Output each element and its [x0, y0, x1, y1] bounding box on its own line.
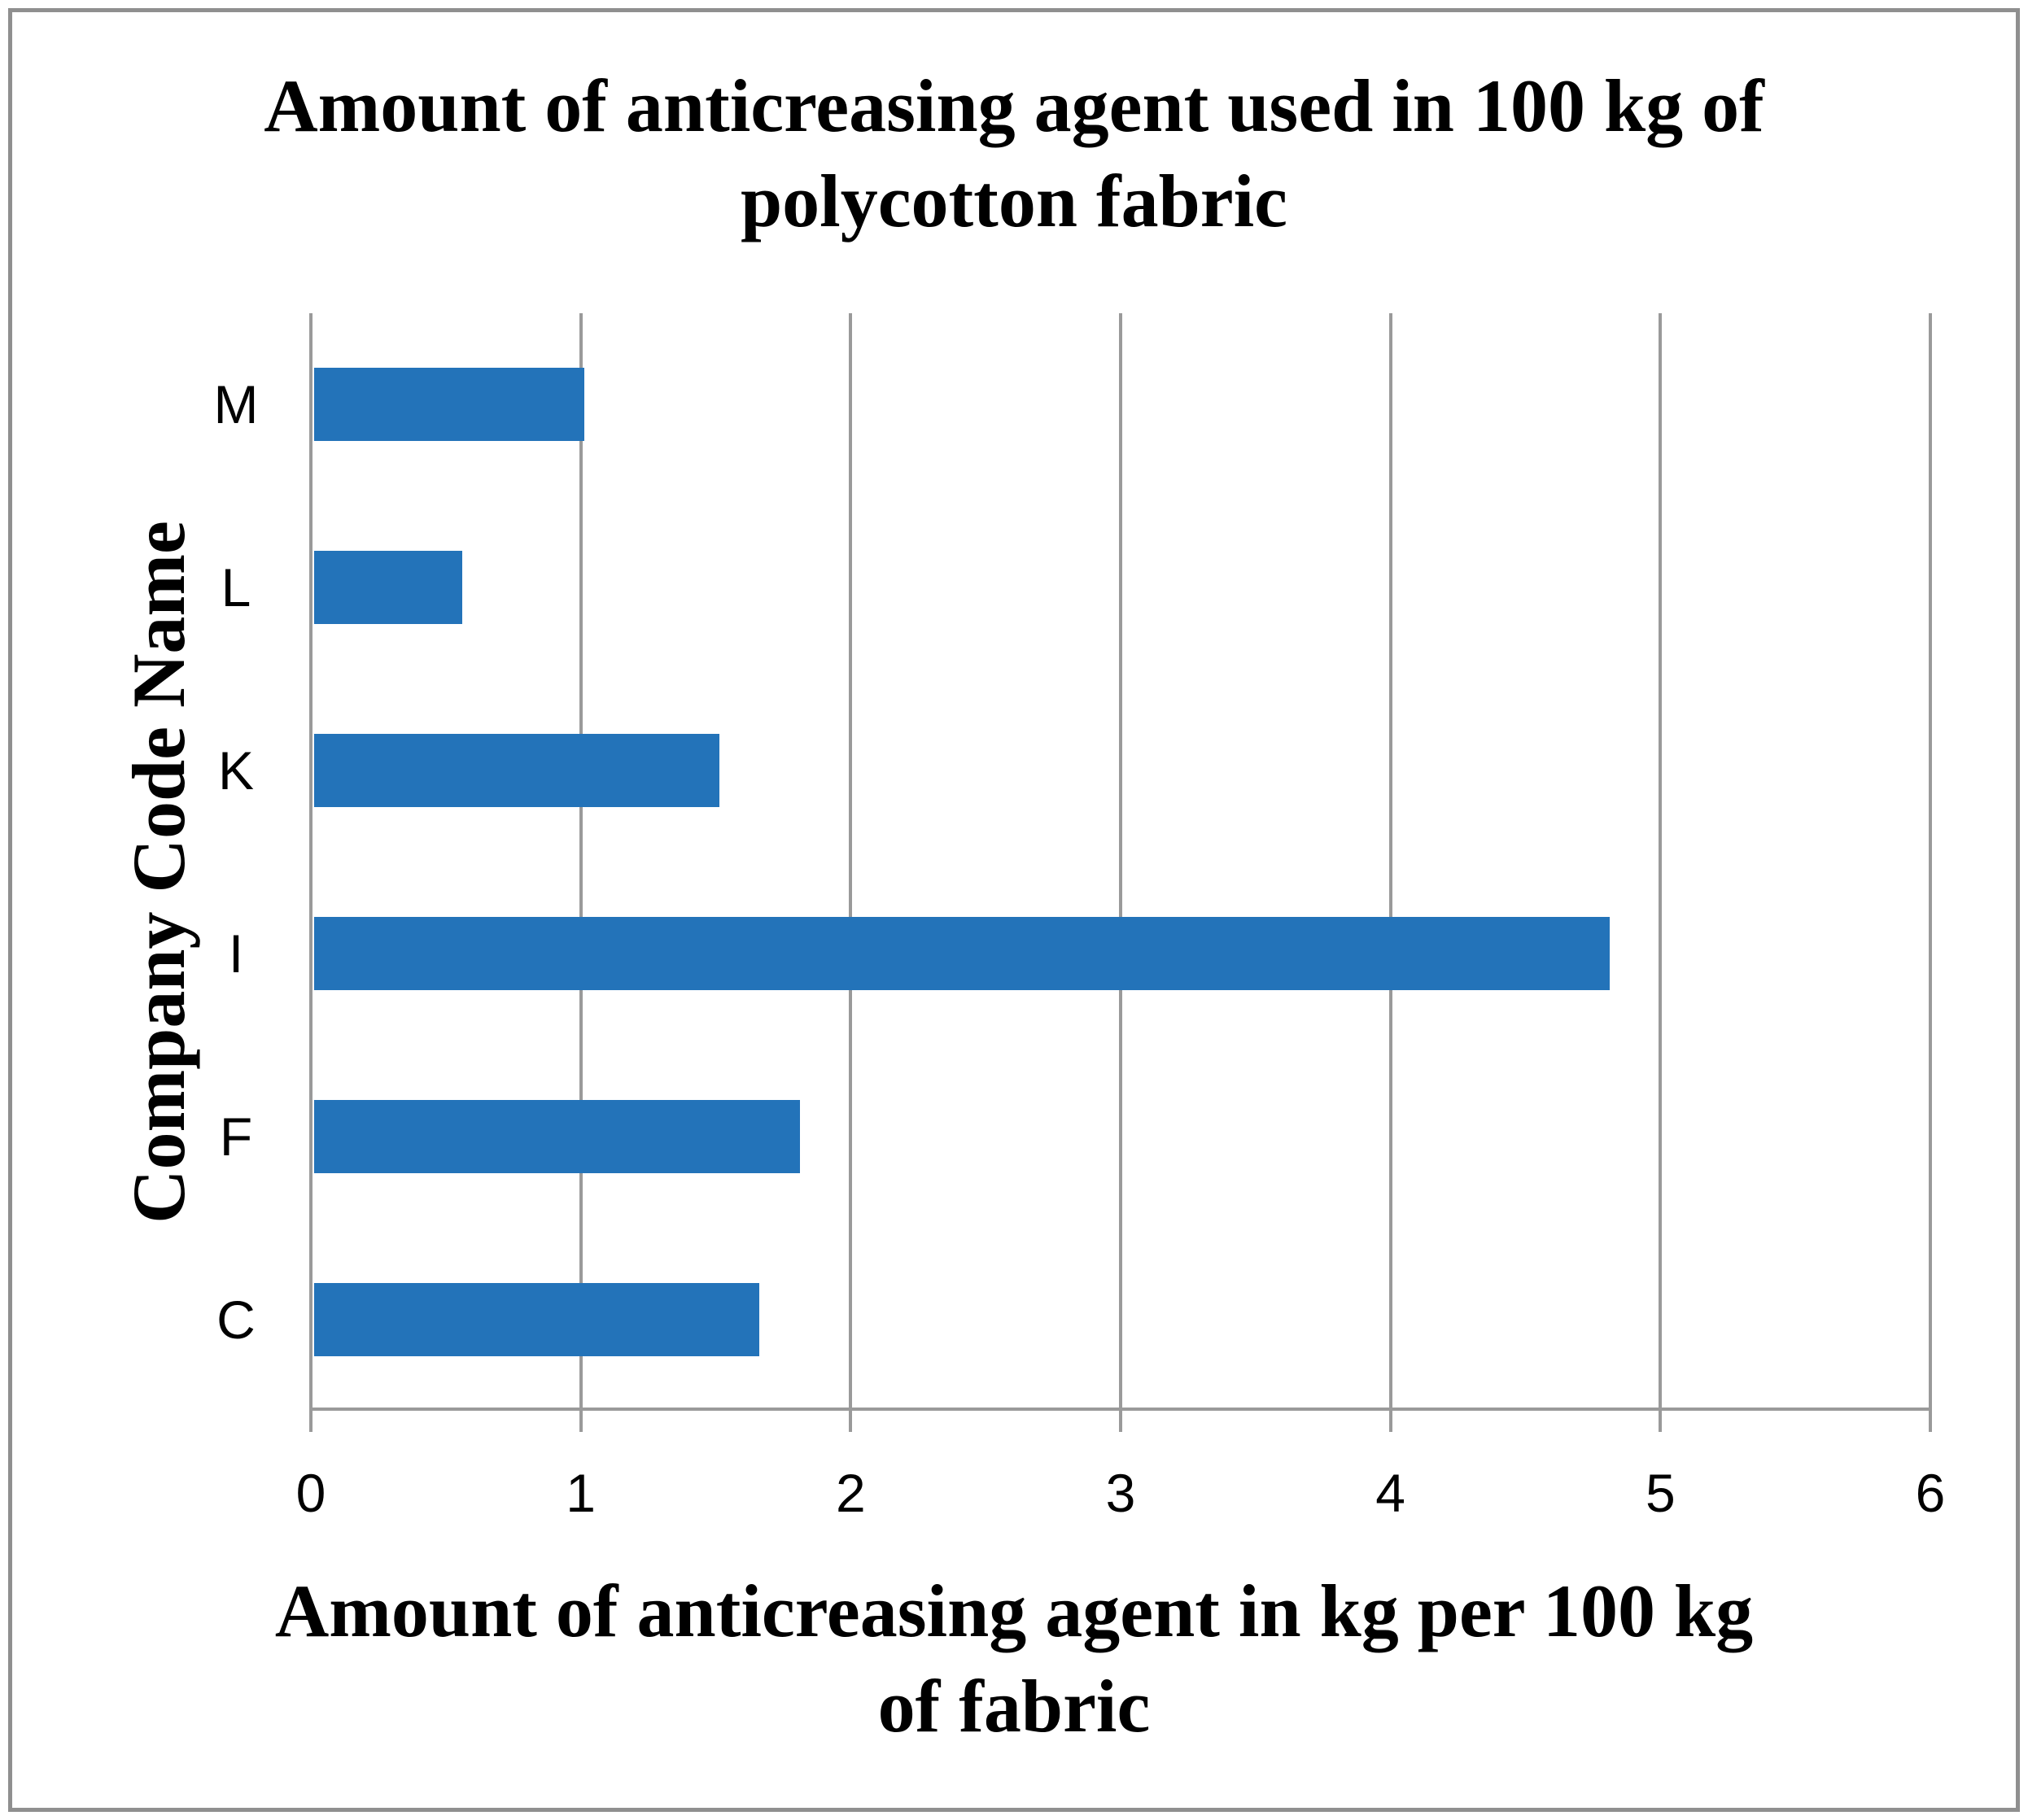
- bar: [314, 734, 719, 808]
- gridline: [1659, 313, 1663, 1432]
- bar: [314, 1282, 760, 1356]
- y-tick-label: C: [216, 1289, 256, 1350]
- gridline: [849, 313, 853, 1432]
- x-tick-label: 1: [566, 1463, 597, 1523]
- x-axis-title-line-2: of fabric: [877, 1665, 1151, 1748]
- bar: [314, 1099, 800, 1173]
- x-tick-label: 2: [835, 1463, 866, 1523]
- bar: [314, 551, 463, 625]
- x-tick-label: 6: [1915, 1463, 1946, 1523]
- x-axis-title-line-1: Amount of anticreasing agent in kg per 1…: [274, 1569, 1754, 1652]
- gridline: [1929, 313, 1932, 1432]
- x-tick-label: 5: [1645, 1463, 1676, 1523]
- gridline: [579, 313, 583, 1432]
- bar: [314, 916, 1610, 990]
- chart-title: Amount of anticreasing agent used in 100…: [0, 59, 2028, 249]
- y-tick-label: I: [228, 923, 244, 984]
- gridline: [1119, 313, 1122, 1432]
- y-tick-label: L: [221, 557, 251, 618]
- y-tick-label: F: [219, 1106, 253, 1167]
- x-axis-title: Amount of anticreasing agent in kg per 1…: [0, 1564, 2028, 1754]
- y-tick-label: M: [213, 374, 259, 435]
- x-tick-label: 0: [295, 1463, 326, 1523]
- x-tick-label: 4: [1375, 1463, 1406, 1523]
- chart-border: [8, 8, 2020, 1812]
- x-axis-line: [311, 1408, 1932, 1411]
- gridline: [309, 313, 313, 1432]
- chart-title-line-1: Amount of anticreasing agent used in 100…: [264, 64, 1764, 147]
- x-tick-label: 3: [1105, 1463, 1136, 1523]
- bar: [314, 368, 584, 442]
- y-tick-label: K: [217, 740, 255, 801]
- gridline: [1388, 313, 1392, 1432]
- chart-title-line-2: polycotton fabric: [740, 159, 1288, 242]
